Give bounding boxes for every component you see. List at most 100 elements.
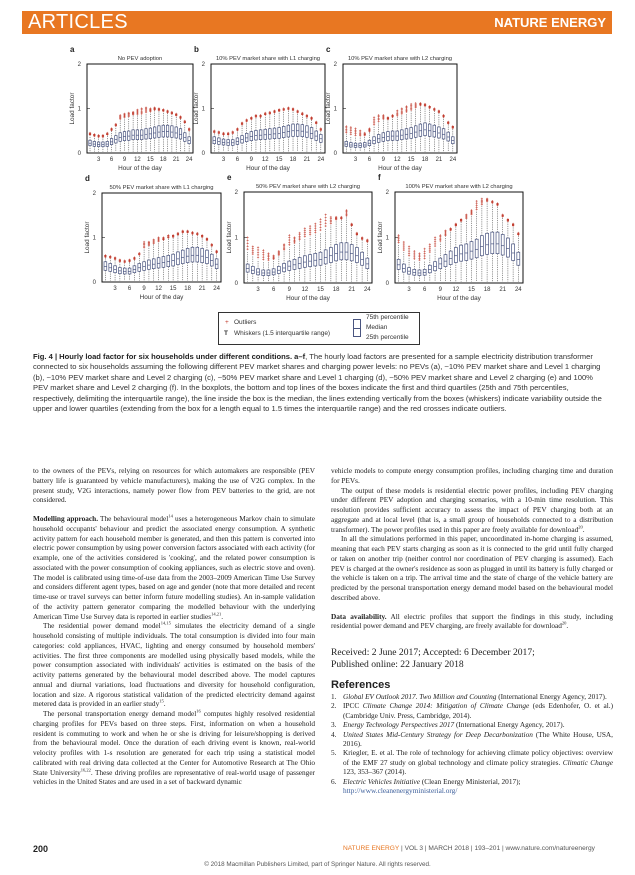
outlier-cross [402, 246, 405, 250]
outlier-cross [413, 257, 416, 260]
received-line: Received: 2 June 2017; Accepted: 6 Decem… [331, 647, 535, 658]
panel-title: 50% PEV market share with L1 charging [109, 185, 213, 191]
paragraph-modelling: Modelling approach. The behavioural mode… [33, 513, 315, 621]
x-tick-label: 12 [155, 286, 162, 292]
citation[interactable]: 16,22 [80, 767, 91, 773]
box [349, 244, 354, 262]
x-tick-label: 18 [290, 157, 297, 163]
y-tick-label: 2 [386, 190, 390, 196]
received-dates: Received: 2 June 2017; Accepted: 6 Decem… [331, 647, 613, 670]
citation[interactable]: 15 [159, 698, 164, 704]
outlier-cross [314, 224, 317, 228]
y-tick-label: 1 [202, 107, 206, 113]
box [272, 127, 277, 139]
footer-volume[interactable]: | VOL 3 | MARCH 2018 | 193–201 | www.nat… [399, 845, 595, 852]
outlier-cross [410, 102, 413, 106]
box [282, 126, 286, 138]
box [303, 255, 307, 268]
reference-item: 5. Kriegler, E. et al. The role of techno… [331, 748, 613, 776]
panel-letter: f [378, 173, 381, 182]
y-tick-label: 1 [334, 107, 338, 113]
legend-outliers: Outliers [234, 319, 257, 326]
box [318, 251, 323, 266]
reference-text: (The White House, USA, 2016). [343, 729, 613, 749]
box [195, 246, 200, 263]
citation[interactable]: 20 [578, 524, 583, 530]
outlier-cross [475, 204, 478, 207]
text: uses a heterogeneous Markov chain to sim… [33, 514, 315, 621]
x-tick-label: 24 [317, 157, 324, 163]
outlier-cross [162, 236, 165, 239]
outlier-cross [213, 129, 216, 132]
citation[interactable]: 20 [561, 620, 567, 626]
outlier-cross [191, 231, 194, 234]
box [308, 254, 312, 267]
outlier-cross [133, 256, 136, 259]
outlier-cross [179, 115, 182, 118]
citation[interactable]: 14,21 [211, 611, 222, 617]
outlier-cross [354, 127, 357, 130]
copyright: © 2018 Macmillan Publishers Limited, par… [204, 861, 431, 868]
outlier-cross [314, 229, 317, 232]
outlier-cross [419, 102, 422, 105]
outlier-cross [288, 243, 291, 246]
outlier-cross [496, 202, 499, 205]
outlier-cross [262, 258, 265, 261]
outlier-cross [186, 229, 189, 232]
outlier-cross [264, 111, 267, 115]
box [137, 263, 141, 272]
box [245, 132, 249, 143]
right-column: vehicle models to compute energy consump… [331, 466, 613, 795]
x-tick-label: 9 [288, 287, 292, 293]
outlier-cross [405, 105, 408, 108]
outlier-cross [324, 224, 327, 228]
reference-link[interactable]: http://www.cleanenergyministerial.org/ [343, 786, 458, 796]
box [245, 263, 250, 273]
outlier-cross [433, 236, 437, 239]
box [448, 250, 453, 265]
citation[interactable]: 16 [196, 708, 201, 714]
reference-item: 2. IPCC Climate Change 2014: Mitigation o… [331, 701, 613, 720]
citation[interactable]: 14 [168, 513, 173, 519]
reference-number: 3. [331, 720, 337, 730]
box [469, 241, 474, 260]
x-tick-label: 9 [250, 157, 254, 163]
panel-letter: b [194, 45, 199, 54]
panel-title: 10% PEV market share with L1 charging [216, 56, 320, 62]
box [118, 132, 122, 142]
citation[interactable]: 14,15 [160, 620, 171, 626]
outlier-cross [397, 234, 400, 237]
y-tick-label: 2 [334, 62, 338, 68]
outlier-cross [350, 222, 353, 225]
outlier-cross [308, 233, 312, 236]
box [181, 249, 185, 264]
outlier-cross [423, 252, 426, 255]
outlier-cross [485, 197, 489, 200]
outlier-cross [444, 229, 447, 232]
outlier-cross [407, 247, 411, 250]
outlier-cross [475, 206, 478, 209]
box [495, 231, 500, 255]
panel-e: e 50% PEV market share with L2 charging 0 1… [226, 173, 373, 302]
outlier-cross [251, 247, 254, 250]
y-axis-label: Load factor [193, 92, 200, 125]
reference-number: 1. [331, 692, 337, 701]
figure-caption: Fig. 4 | Hourly load factor for six hous… [33, 352, 608, 414]
reference-number: 5. [331, 748, 337, 758]
x-tick-label: 21 [436, 157, 443, 163]
outlier-cross [340, 215, 343, 219]
x-tick-label: 24 [186, 157, 193, 163]
outlier-cross [465, 213, 468, 216]
x-tick-label: 3 [222, 157, 226, 163]
outlier-cross [101, 134, 105, 137]
outlier-cross [170, 110, 173, 114]
caption-title: Fig. 4 | Hourly load factor for six hous… [33, 352, 306, 361]
references-list: 1. Global EV Outlook 2017. Two Million an… [331, 692, 613, 795]
box [485, 232, 489, 255]
outlier-cross [506, 218, 510, 221]
outlier-cross [368, 127, 371, 130]
outlier-cross [256, 251, 260, 254]
outlier-cross [470, 209, 473, 212]
reference-title: Energy Technology Perspectives 2017 [343, 720, 455, 730]
outlier-cross [262, 256, 265, 259]
